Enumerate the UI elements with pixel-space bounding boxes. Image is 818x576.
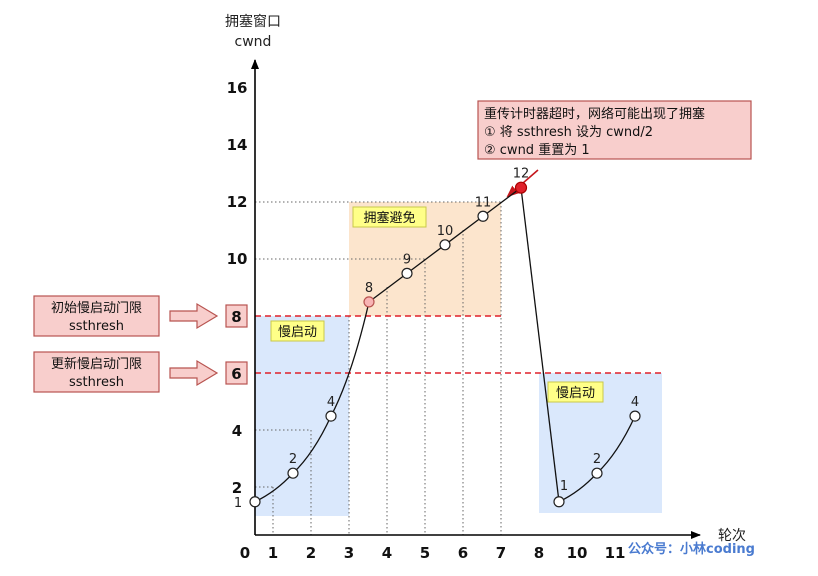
x-tick: 6 — [458, 544, 468, 562]
y-tick: 12 — [227, 193, 248, 211]
watermark: 公众号：小林coding — [628, 541, 755, 557]
initial-ssthresh-line1: 初始慢启动门限 — [51, 300, 142, 316]
congestion-avoidance-tag-box — [352, 206, 427, 228]
data-point — [553, 496, 565, 508]
data-point — [477, 210, 489, 222]
timeout-callout-line3: ② cwnd 重置为 1 — [484, 142, 590, 158]
x-tick: 8 — [534, 544, 544, 562]
x-tick: 11 — [605, 544, 626, 562]
timeout-callout-line1: 重传计时器超时，网络可能出现了拥塞 — [484, 106, 705, 122]
y-axis-unit: cwnd — [235, 34, 272, 50]
y-tick: 16 — [227, 79, 248, 97]
data-point-label: 8 — [365, 281, 373, 296]
data-point-label: 2 — [593, 452, 601, 467]
x-tick: 0 — [240, 544, 250, 562]
x-tick: 3 — [344, 544, 354, 562]
y-tick: 10 — [227, 250, 248, 268]
data-point-label: 4 — [327, 395, 335, 410]
data-point-label: 1 — [234, 496, 242, 511]
y-tick: 2 — [232, 479, 242, 497]
data-point — [591, 467, 603, 479]
x-tick: 2 — [306, 544, 316, 562]
updated-ssthresh-line2: ssthresh — [69, 375, 124, 390]
initial-ssthresh-box — [33, 295, 160, 337]
updated-ssthresh-box — [33, 351, 160, 393]
slow-start-tag-1-box — [270, 320, 325, 342]
x-tick: 5 — [420, 544, 430, 562]
y-tick: 14 — [227, 136, 248, 154]
slow-start-tag-1: 慢启动 — [278, 324, 317, 340]
data-point — [629, 410, 641, 422]
data-point-label: 11 — [475, 195, 492, 210]
data-point — [363, 296, 375, 308]
updated-ssthresh-line1: 更新慢启动门限 — [51, 356, 142, 372]
x-tick: 1 — [268, 544, 278, 562]
slow-start-tag-2-box — [547, 381, 604, 403]
data-point — [401, 267, 413, 279]
timeout-drop-line — [520, 187, 560, 502]
slow-start-tag-2: 慢启动 — [556, 385, 595, 401]
x-axis-title: 轮次 — [718, 528, 746, 544]
x-tick: 10 — [567, 544, 588, 562]
data-point-label: 12 — [513, 167, 530, 182]
y-axis-title: 拥塞窗口 — [225, 13, 281, 30]
guide-lines — [255, 201, 502, 535]
highlight-tick-8-box — [225, 304, 248, 328]
data-point-label: 4 — [631, 395, 639, 410]
highlight-tick-6: 6 — [231, 365, 241, 383]
data-point — [325, 410, 337, 422]
data-point — [439, 239, 451, 251]
data-point-label: 9 — [403, 252, 411, 267]
x-tick: 7 — [496, 544, 506, 562]
data-point-label: 1 — [560, 479, 568, 494]
initial-ssthresh-line2: ssthresh — [69, 319, 124, 334]
highlight-tick-8: 8 — [231, 308, 241, 326]
updated-ssthresh-arrow — [169, 359, 219, 387]
x-tick: 4 — [382, 544, 392, 562]
initial-ssthresh-arrow — [169, 302, 219, 330]
highlight-tick-6-box — [225, 361, 248, 385]
data-point-label: 10 — [437, 224, 454, 239]
congestion-avoidance-tag: 拥塞避免 — [363, 210, 415, 226]
timeout-callout-box — [477, 100, 752, 160]
y-tick: 4 — [232, 422, 242, 440]
slow-start-curve-1 — [254, 301, 370, 503]
data-point-label: 2 — [289, 452, 297, 467]
data-point — [249, 496, 261, 508]
timeout-callout-line2: ① 将 ssthresh 设为 cwnd/2 — [484, 125, 653, 140]
data-point — [287, 467, 299, 479]
data-point — [514, 181, 528, 194]
